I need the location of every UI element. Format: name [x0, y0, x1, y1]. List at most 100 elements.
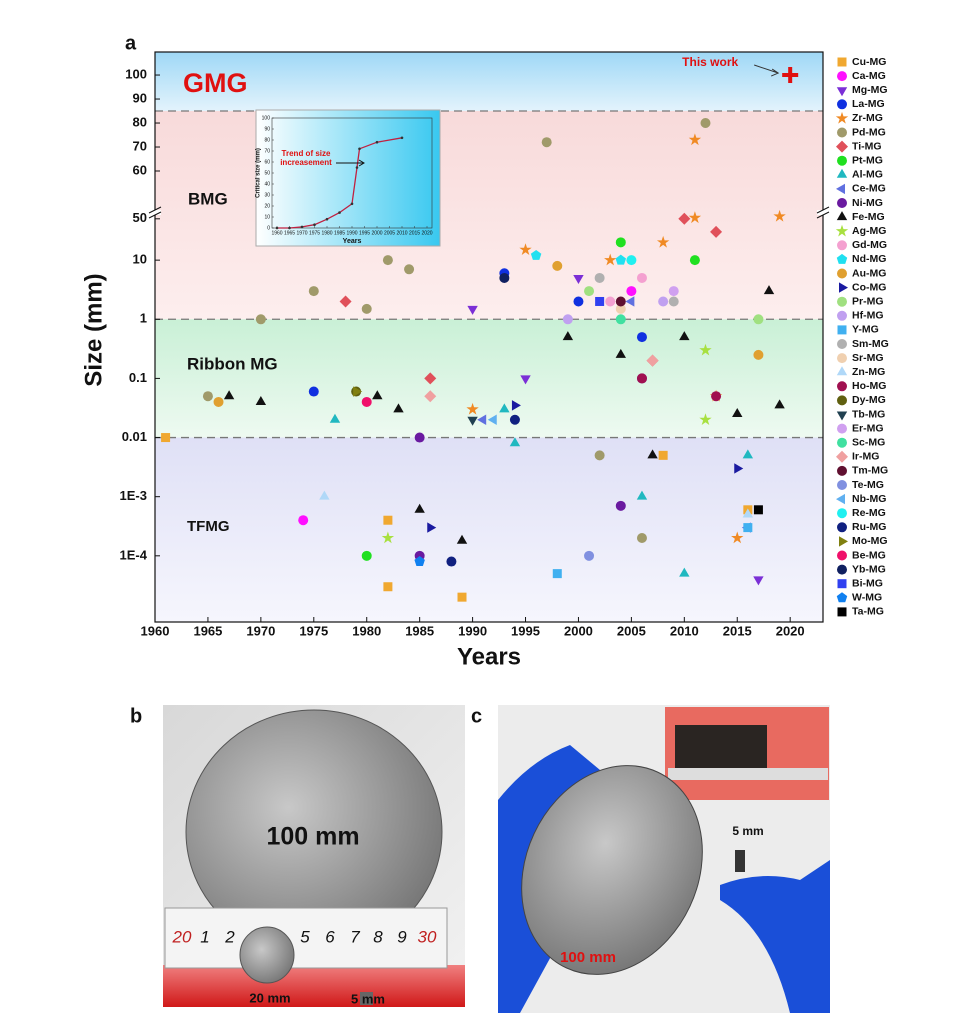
- axis-break: [148, 206, 162, 214]
- legend-marker: [836, 168, 848, 178]
- marker: [255, 395, 267, 405]
- inset-point: [325, 217, 329, 221]
- legend-label: Dy-MG: [852, 394, 886, 406]
- inset-point: [358, 147, 361, 151]
- legend-label: Be-MG: [852, 549, 886, 561]
- panel-label: a: [125, 32, 137, 54]
- marker: [499, 403, 510, 413]
- x-tick-label: 2005: [617, 623, 646, 638]
- ruler-number: 6: [325, 927, 335, 946]
- marker: [774, 399, 785, 409]
- legend-label: Mg-MG: [852, 84, 888, 96]
- legend-marker: [837, 480, 847, 490]
- marker: [679, 331, 690, 341]
- ruler-number: 7: [350, 927, 360, 946]
- inset-x-tick-label: 2000: [371, 230, 382, 236]
- marker: [763, 285, 775, 295]
- marker: [499, 272, 510, 283]
- legend-label: Sr-MG: [852, 352, 884, 364]
- legend-label: Co-MG: [852, 281, 886, 293]
- marker: [487, 414, 497, 425]
- marker: [626, 255, 637, 266]
- marker: [584, 286, 595, 297]
- inset-y-tick-label: 20: [264, 203, 270, 209]
- photo-c: c 5 mm 100 mm: [471, 705, 830, 1013]
- marker: [530, 249, 542, 260]
- marker: [213, 396, 224, 407]
- marker: [414, 503, 425, 513]
- inset-x-tick-label: 1980: [321, 230, 332, 236]
- plot-frame: [154, 51, 824, 623]
- marker: [382, 255, 393, 266]
- marker: [668, 286, 679, 297]
- legend-marker: [837, 550, 847, 561]
- marker: [383, 515, 393, 525]
- inset-x-tick-label: 1995: [359, 230, 370, 236]
- disc: [521, 765, 703, 975]
- photo-label: 100 mm: [560, 949, 616, 966]
- ruler-number: 8: [373, 927, 383, 946]
- photo-label: 100 mm: [266, 823, 359, 851]
- marker: [753, 576, 764, 586]
- marker: [372, 390, 383, 400]
- legend-label: Fe-MG: [852, 211, 885, 223]
- x-tick-label: 1960: [141, 623, 170, 638]
- legend-marker: [837, 508, 847, 519]
- marker: [636, 490, 648, 500]
- y-tick-label: 100: [125, 66, 147, 81]
- marker: [456, 534, 468, 544]
- inset-x-tick-label: 2010: [396, 230, 407, 236]
- x-tick-label: 2000: [564, 623, 593, 638]
- legend-label: La-MG: [852, 98, 885, 110]
- inset-point: [338, 211, 341, 214]
- legend-marker: [836, 450, 848, 463]
- legend-label: Bi-MG: [852, 577, 883, 589]
- inset-y-tick-label: 10: [264, 214, 270, 220]
- legend-marker: [836, 253, 848, 264]
- legend-label: Ag-MG: [852, 225, 886, 237]
- marker: [477, 414, 487, 425]
- marker: [424, 372, 437, 385]
- marker: [509, 437, 521, 447]
- legend-marker: [837, 57, 847, 67]
- inset-y-title: Critical size (mm): [256, 148, 262, 198]
- ruler-number: 9: [397, 927, 407, 946]
- inset-y-tick-label: 80: [264, 137, 270, 143]
- inset-point: [355, 166, 359, 169]
- red-base: [163, 965, 465, 1007]
- legend-marker: [839, 282, 848, 293]
- ruler-number: 2: [224, 927, 235, 946]
- legend-label: Yb-MG: [852, 563, 886, 575]
- marker: [552, 260, 563, 271]
- marker: [615, 237, 626, 248]
- inset-point: [375, 140, 379, 144]
- region-band: [155, 319, 823, 438]
- marker: [329, 413, 341, 423]
- legend-marker: [837, 296, 847, 307]
- legend-label: Te-MG: [852, 479, 884, 491]
- marker: [594, 272, 605, 283]
- inset-x-tick-label: 2005: [384, 230, 395, 236]
- legend-label: Pt-MG: [852, 154, 883, 166]
- legend-marker: [837, 437, 847, 448]
- marker: [646, 354, 659, 367]
- marker: [678, 212, 691, 225]
- y-tick-label: 70: [133, 138, 147, 153]
- glove: [720, 860, 830, 1013]
- legend-label: Cu-MG: [852, 56, 886, 68]
- inset-y-tick-label: 0: [267, 225, 270, 231]
- y-tick-label: 50: [133, 210, 147, 225]
- photo-label: 20 mm: [249, 990, 290, 1005]
- legend-label: Ru-MG: [852, 521, 886, 533]
- region-label: GMG: [183, 68, 248, 98]
- axis-break: [816, 211, 830, 219]
- marker: [710, 225, 723, 238]
- legend-marker: [839, 536, 848, 547]
- x-tick-label: 2015: [723, 623, 752, 638]
- legend-label: Ho-MG: [852, 380, 886, 392]
- marker: [562, 314, 573, 325]
- marker: [383, 582, 393, 592]
- marker: [615, 314, 626, 325]
- legend-marker: [837, 522, 847, 533]
